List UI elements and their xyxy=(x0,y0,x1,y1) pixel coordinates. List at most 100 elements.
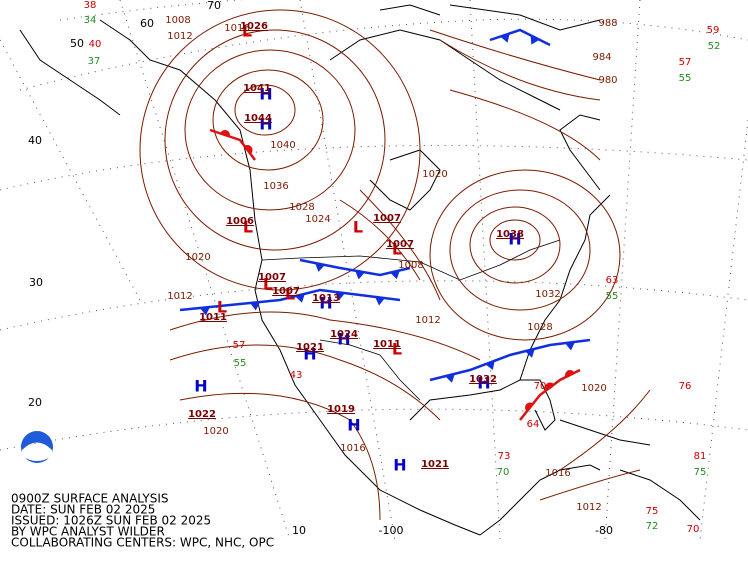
dewpoint: 52 xyxy=(708,41,721,52)
front-symbol xyxy=(530,35,540,45)
front-symbol xyxy=(545,382,554,391)
border xyxy=(261,239,561,281)
temperature: 57 xyxy=(679,57,692,68)
graticule-label: 30 xyxy=(29,276,43,289)
graticule-line xyxy=(59,0,245,21)
pressure-center-value: 1007 xyxy=(373,213,401,224)
isobar-label: 984 xyxy=(592,52,611,63)
graticule-label: -100 xyxy=(379,524,404,537)
isobar-label: 1028 xyxy=(527,322,552,333)
pressure-center-symbol: H xyxy=(259,85,272,104)
isobar-label: 1020 xyxy=(185,252,210,263)
coastline xyxy=(409,379,556,431)
isobar xyxy=(139,9,421,291)
pressure-center-symbol: L xyxy=(285,285,295,304)
pressure-center-value: 1041 xyxy=(243,83,271,94)
footer-line: 0900Z SURFACE ANALYSIS xyxy=(11,492,168,506)
pressure-center-symbol: H xyxy=(477,374,490,393)
front-symbol xyxy=(485,360,495,370)
coastline xyxy=(519,194,611,381)
graticule-line xyxy=(699,119,748,541)
pressure-center-value: 1013 xyxy=(312,293,340,304)
pressure-center-value: 1006 xyxy=(226,216,254,227)
isobar xyxy=(234,84,296,136)
pressure-center-value: 1021 xyxy=(421,459,449,470)
pressure-center-symbol: H xyxy=(259,115,272,134)
pressure-center-symbol: L xyxy=(353,218,363,237)
pressure-center-value: 1022 xyxy=(188,409,216,420)
isobar-label: 988 xyxy=(598,18,617,29)
pressure-center-value: 1024 xyxy=(330,329,358,340)
coastline xyxy=(99,19,481,536)
isobar-label: 1016 xyxy=(340,443,365,454)
pressure-center-value: 1032 xyxy=(469,374,497,385)
isobar xyxy=(169,344,441,421)
temperature: 75 xyxy=(646,506,659,517)
isobar-label: 1012 xyxy=(415,315,440,326)
front-symbol xyxy=(244,145,253,154)
isobar-label: 1012 xyxy=(167,31,192,42)
front-symbol xyxy=(315,263,325,272)
isobar-label: 1036 xyxy=(263,181,288,192)
isobar-label: 1020 xyxy=(581,383,606,394)
graticule-label: 20 xyxy=(28,396,42,409)
pressure-center-symbol: H xyxy=(508,230,521,249)
pressure-center-symbol: H xyxy=(319,294,332,313)
isobar-label: 1020 xyxy=(422,169,447,180)
isobar-label: 1032 xyxy=(535,289,560,300)
pressure-center-symbol: H xyxy=(303,345,316,364)
front-symbol xyxy=(500,33,510,43)
isobar-label: 1040 xyxy=(270,140,295,151)
front-symbol xyxy=(355,270,365,280)
temperature: 59 xyxy=(707,25,720,36)
front-symbol xyxy=(565,370,575,378)
coastline xyxy=(19,29,121,116)
isobar xyxy=(429,169,621,341)
pressure-center-value: 1011 xyxy=(373,339,401,350)
footer-line: BY WPC ANALYST WILDER xyxy=(11,525,165,539)
dewpoint: 55 xyxy=(606,291,619,302)
isobar xyxy=(449,89,601,161)
coastline xyxy=(379,4,601,31)
cold-front xyxy=(429,338,591,382)
isobar xyxy=(169,311,481,361)
coastline xyxy=(619,469,701,521)
temperature: 81 xyxy=(694,451,707,462)
footer-line: ISSUED: 1026Z SUN FEB 02 2025 xyxy=(11,514,211,528)
pressure-center-symbol: L xyxy=(263,275,273,294)
isobar-label: 980 xyxy=(598,75,617,86)
pressure-center-symbol: H xyxy=(337,330,350,349)
pressure-center-value: 1007 xyxy=(272,286,300,297)
isobar xyxy=(539,469,641,501)
pressure-center-value: 1021 xyxy=(296,342,324,353)
pressure-center-value: 1019 xyxy=(327,404,355,415)
graticule-label: -80 xyxy=(595,524,613,537)
noaa-logo xyxy=(21,431,53,463)
dewpoint: 72 xyxy=(646,521,659,532)
pressure-center-value: 1044 xyxy=(244,113,272,124)
isobar xyxy=(449,189,591,311)
pressure-center-symbol: H xyxy=(194,377,207,396)
pressure-center-symbol: H xyxy=(393,456,406,475)
pressure-center-value: 1007 xyxy=(258,272,286,283)
cold-front xyxy=(489,28,551,47)
footer-line: DATE: SUN FEB 02 2025 xyxy=(11,503,155,517)
pressure-center-value: 1007 xyxy=(386,239,414,250)
dewpoint: 34 xyxy=(84,15,97,26)
dewpoint: 37 xyxy=(88,56,101,67)
graticule-label: 50 xyxy=(70,37,84,50)
isobar-label: 1008 xyxy=(165,15,190,26)
front-symbol xyxy=(390,270,400,280)
graticule-label: 10 xyxy=(292,524,306,537)
isobar xyxy=(489,219,541,261)
temperature: 64 xyxy=(527,419,540,430)
front-symbol xyxy=(375,296,385,306)
graticule-label: 60 xyxy=(140,17,154,30)
isobar xyxy=(429,29,601,81)
dewpoint: 70 xyxy=(497,467,510,478)
isobar-label: 1020 xyxy=(203,426,228,437)
pressure-center-value: 1038 xyxy=(496,229,524,240)
